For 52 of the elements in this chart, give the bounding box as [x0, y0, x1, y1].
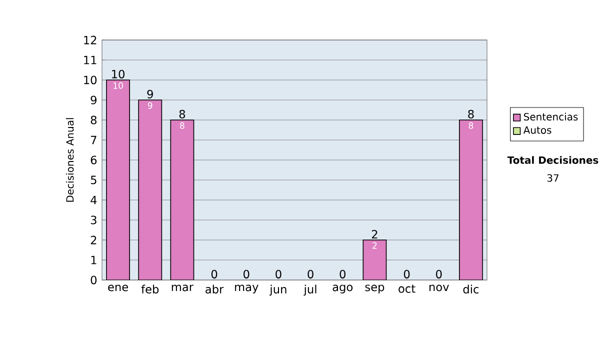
x-tick-label: ene — [108, 284, 128, 292]
total-label: 8 — [468, 110, 474, 118]
total-label: 0 — [211, 270, 218, 278]
bar — [459, 120, 483, 280]
total-label: 0 — [404, 270, 410, 278]
y-tick-label: 0 — [90, 276, 97, 284]
y-tick-label: 4 — [90, 196, 97, 204]
total-label: 0 — [244, 270, 250, 278]
data-label: 2 — [372, 242, 377, 249]
legend-label: Sentencias — [524, 112, 578, 121]
y-axis-title: Decisiones Anual — [66, 118, 74, 202]
y-tick-label: 5 — [90, 176, 96, 184]
x-tick-label: nov — [429, 284, 449, 292]
x-tick-label: mar — [172, 284, 194, 292]
y-tick-label: 7 — [91, 136, 96, 144]
y-tick-label: 6 — [90, 156, 97, 164]
bar — [170, 120, 194, 280]
text: 37 — [547, 174, 558, 182]
text: Total Decisiones — [507, 156, 598, 164]
y-tick-label: 10 — [84, 76, 97, 84]
y-tick-label: 1 — [91, 256, 96, 264]
total-label: 8 — [179, 110, 186, 118]
x-tick-label: ago — [332, 284, 353, 294]
data-label: 10 — [113, 82, 123, 89]
x-tick-label: feb — [141, 284, 159, 294]
x-tick-label: oct — [398, 284, 416, 293]
total-label: 10 — [112, 70, 125, 78]
x-tick-label: may — [235, 284, 258, 294]
y-tick-label: 3 — [90, 216, 96, 224]
x-tick-label: abr — [206, 284, 224, 294]
legend-label: Autos — [523, 126, 552, 134]
x-tick-label: dic — [463, 284, 479, 294]
bar — [362, 240, 387, 280]
total-label: 9 — [147, 90, 153, 98]
data-label: 8 — [180, 122, 184, 129]
total-label: 0 — [340, 270, 346, 278]
y-tick-label: 12 — [84, 36, 96, 44]
y-tick-label: 2 — [90, 236, 96, 244]
x-tick-label: jul — [304, 284, 316, 296]
total-label: 0 — [308, 270, 314, 278]
x-tick-label: sep — [365, 284, 384, 294]
y-tick-label: 8 — [90, 116, 97, 124]
total-label: 0 — [276, 270, 282, 278]
bar — [138, 100, 162, 280]
bar — [106, 80, 130, 280]
data-label: 8 — [468, 122, 474, 129]
x-tick-label: jun — [269, 284, 286, 296]
total-label: 2 — [372, 230, 378, 238]
total-label: 0 — [436, 270, 442, 278]
data-label: 9 — [148, 102, 152, 109]
y-tick-label: 9 — [90, 96, 96, 104]
y-tick-label: 11 — [84, 56, 96, 64]
